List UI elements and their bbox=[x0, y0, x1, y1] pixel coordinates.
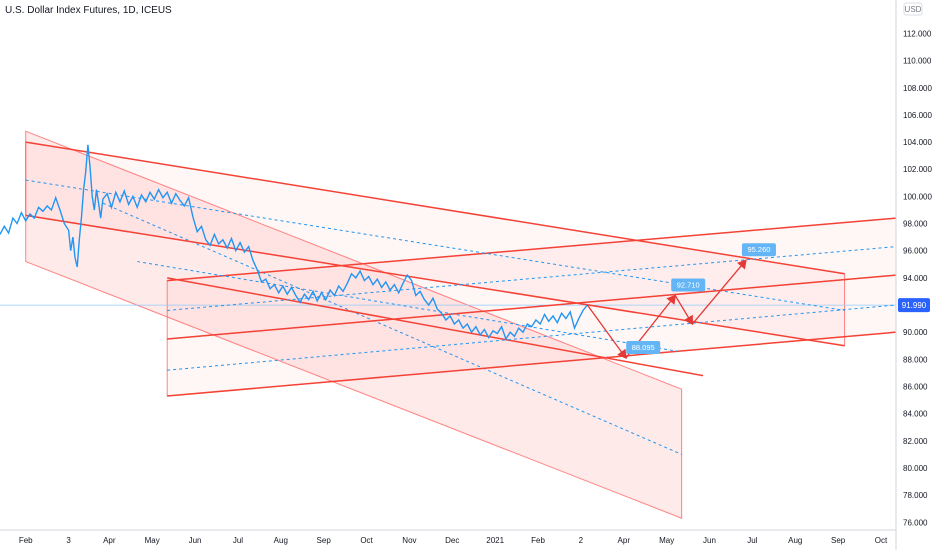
y-tick-label: 106.000 bbox=[903, 111, 932, 120]
channel-fills bbox=[25, 130, 897, 519]
callout-box bbox=[671, 278, 706, 292]
currency-box bbox=[903, 2, 923, 16]
callout-label: 92.710 bbox=[677, 281, 700, 290]
y-tick-label: 96.000 bbox=[903, 247, 928, 256]
last-price-label: 91.990 bbox=[902, 301, 927, 310]
price-callout[interactable]: 95.260 bbox=[741, 243, 776, 257]
chart-title: U.S. Dollar Index Futures, 1D, ICEUS bbox=[5, 5, 172, 16]
callout-label: 95.260 bbox=[747, 245, 770, 254]
trend-line[interactable] bbox=[167, 277, 704, 377]
y-tick-label: 78.000 bbox=[903, 491, 928, 500]
y-tick-label: 98.000 bbox=[903, 220, 928, 229]
x-tick-label: Jun bbox=[703, 536, 716, 545]
x-tick-label: Apr bbox=[103, 536, 116, 545]
dashed-trend-line[interactable] bbox=[167, 246, 897, 311]
y-axis-panel bbox=[896, 0, 932, 550]
y-tick-label: 86.000 bbox=[903, 382, 928, 391]
projection-path[interactable]: 88.095 92.710 95.260 bbox=[586, 243, 776, 360]
projection-arrow[interactable] bbox=[586, 304, 627, 360]
y-tick-label: 88.000 bbox=[903, 355, 928, 364]
x-tick-label: Oct bbox=[360, 536, 373, 545]
price-callout[interactable]: 92.710 bbox=[671, 278, 706, 292]
x-tick-label: Jun bbox=[189, 536, 202, 545]
x-tick-label: Feb bbox=[19, 536, 33, 545]
y-tick-label: 110.000 bbox=[903, 57, 932, 66]
x-tick-label: Aug bbox=[274, 536, 288, 545]
projection-arrow[interactable] bbox=[691, 259, 747, 325]
trend-line[interactable] bbox=[25, 214, 845, 347]
callout-box bbox=[626, 340, 661, 354]
y-tick-label: 80.000 bbox=[903, 464, 928, 473]
last-price-badge bbox=[898, 298, 930, 313]
y-tick-label: 104.000 bbox=[903, 138, 932, 147]
y-tick-label: 84.000 bbox=[903, 410, 928, 419]
x-tick-label: May bbox=[145, 536, 160, 545]
dashed-trend-line[interactable] bbox=[167, 304, 897, 371]
trend-line[interactable] bbox=[167, 331, 897, 397]
x-tick-label: Oct bbox=[875, 536, 888, 545]
x-tick-label: Aug bbox=[788, 536, 802, 545]
x-tick-label: Sep bbox=[831, 536, 846, 545]
y-tick-label: 90.000 bbox=[903, 328, 928, 337]
x-tick-label: Feb bbox=[531, 536, 545, 545]
dashed-trend-line[interactable] bbox=[25, 179, 845, 311]
x-tick-label: Jul bbox=[233, 536, 243, 545]
x-tick-label: 2021 bbox=[486, 536, 504, 545]
callout-box bbox=[741, 243, 776, 257]
x-tick-label: 2 bbox=[579, 536, 584, 545]
x-tick-label: Sep bbox=[317, 536, 332, 545]
y-tick-label: 82.000 bbox=[903, 437, 928, 446]
x-tick-label: 3 bbox=[66, 536, 71, 545]
trend-line[interactable] bbox=[167, 274, 897, 340]
x-tick-label: Jul bbox=[747, 536, 757, 545]
x-tick-label: May bbox=[659, 536, 674, 545]
price-line bbox=[0, 144, 588, 341]
y-tick-label: 102.000 bbox=[903, 165, 932, 174]
y-tick-label: 112.000 bbox=[903, 29, 932, 38]
trend-lines[interactable] bbox=[0, 141, 897, 397]
projection-arrow[interactable] bbox=[674, 295, 694, 326]
callout-label: 88.095 bbox=[632, 343, 655, 352]
currency-label: USD bbox=[905, 5, 922, 14]
dashed-trend-line[interactable] bbox=[137, 261, 678, 352]
y-tick-label: 94.000 bbox=[903, 274, 928, 283]
x-tick-label: Nov bbox=[402, 536, 416, 545]
y-tick-label: 108.000 bbox=[903, 84, 932, 93]
y-tick-label: 76.000 bbox=[903, 518, 928, 527]
price-callout[interactable]: 88.095 bbox=[626, 340, 661, 354]
channel-region bbox=[25, 130, 683, 519]
x-tick-label: Apr bbox=[618, 536, 631, 545]
y-tick-label: 100.000 bbox=[903, 192, 932, 201]
x-tick-label: Dec bbox=[445, 536, 459, 545]
price-series bbox=[0, 144, 588, 341]
trend-line[interactable] bbox=[25, 141, 845, 275]
trend-line[interactable] bbox=[167, 217, 897, 282]
